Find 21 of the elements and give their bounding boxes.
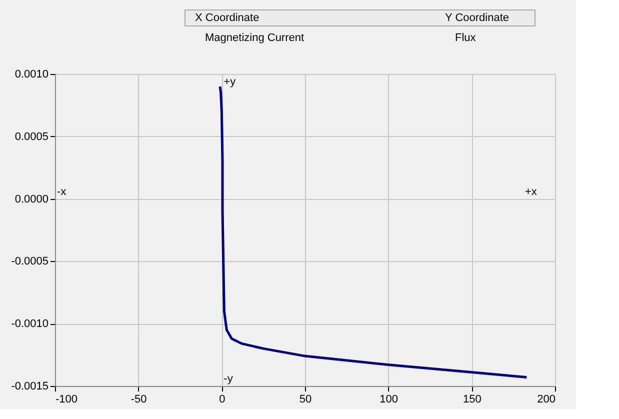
x-tick-label: 100 [380, 394, 398, 406]
y-tick-label: -0.0005 [11, 256, 48, 268]
x-tick-label: 50 [299, 394, 312, 406]
x-tick-label: 0 [219, 394, 226, 406]
y-tick-label: -0.0015 [11, 380, 48, 392]
x-tick-label: -50 [130, 394, 147, 406]
y-tick-label: 0.0005 [14, 130, 48, 143]
annotation: -y [224, 373, 234, 385]
x-tick-label: 200 [537, 394, 556, 406]
text: X Coordinate [195, 12, 260, 24]
annotation: +x [525, 186, 538, 198]
y-axis-title: Flux [455, 32, 476, 44]
annotation: -x [57, 186, 67, 198]
y-tick-label: 0.0010 [14, 68, 48, 80]
x-axis-title: Magnetizing Current [205, 32, 304, 44]
y-tick-label: -0.0010 [11, 318, 48, 330]
x-tick-label: 150 [462, 394, 482, 406]
text: Y Coordinate [445, 12, 510, 24]
x-tick-label: -100 [56, 394, 78, 406]
annotation: +y [224, 76, 236, 88]
y-tick-label: 0.0000 [14, 193, 48, 206]
